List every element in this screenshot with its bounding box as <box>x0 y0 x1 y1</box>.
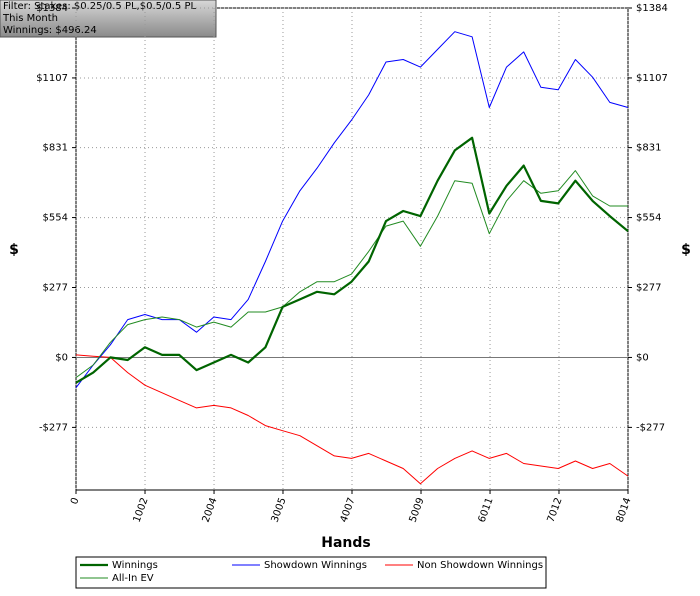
series-line <box>75 354 629 485</box>
legend-box <box>75 556 547 589</box>
y-tick-label: $554 <box>43 213 68 224</box>
x-tick-label: 4007 <box>339 496 358 524</box>
y-axis-label: $ <box>9 242 19 258</box>
y2-tick-label: $831 <box>636 143 661 154</box>
y2-tick-label: $277 <box>636 283 661 294</box>
x-tick-label: 8014 <box>615 496 634 524</box>
y2-axis-label: $ <box>681 242 691 258</box>
y2-tick-label: $1107 <box>636 73 668 84</box>
legend-label: All-In EV <box>112 573 154 584</box>
y-tick-label: $831 <box>43 143 68 154</box>
y2-tick-label: -$277 <box>636 422 665 433</box>
y-tick-label: $1384 <box>36 3 68 14</box>
x-tick-label: 1002 <box>132 496 151 524</box>
legend-label: Showdown Winnings <box>264 560 367 571</box>
y-tick-label: $277 <box>43 283 68 294</box>
x-tick-label: 3005 <box>270 496 289 524</box>
y-tick-label: -$277 <box>39 422 68 433</box>
y-tick-label: $0 <box>55 352 68 363</box>
x-tick-label: 5009 <box>408 496 427 524</box>
filter-line: Filter: Stakes: $0.25/0.5 PL,$0.5/0.5 PL <box>3 1 196 12</box>
x-axis-label: Hands <box>321 535 371 551</box>
filter-line: Winnings: $496.24 <box>3 25 97 36</box>
x-tick-label: 0 <box>69 496 82 506</box>
filter-line: This Month <box>2 13 58 24</box>
x-tick-label: 7012 <box>546 496 565 524</box>
y2-tick-label: $1384 <box>636 3 668 14</box>
x-tick-label: 2004 <box>201 496 220 524</box>
series-line <box>75 31 629 389</box>
x-tick-label: 6011 <box>477 496 496 524</box>
series-line <box>75 136 629 384</box>
filter-box <box>0 0 217 38</box>
legend-label: Non Showdown Winnings <box>417 560 543 571</box>
y2-tick-label: $554 <box>636 213 661 224</box>
y-tick-label: $1107 <box>36 73 68 84</box>
legend-label: Winnings <box>112 560 158 571</box>
y2-tick-label: $0 <box>636 352 649 363</box>
